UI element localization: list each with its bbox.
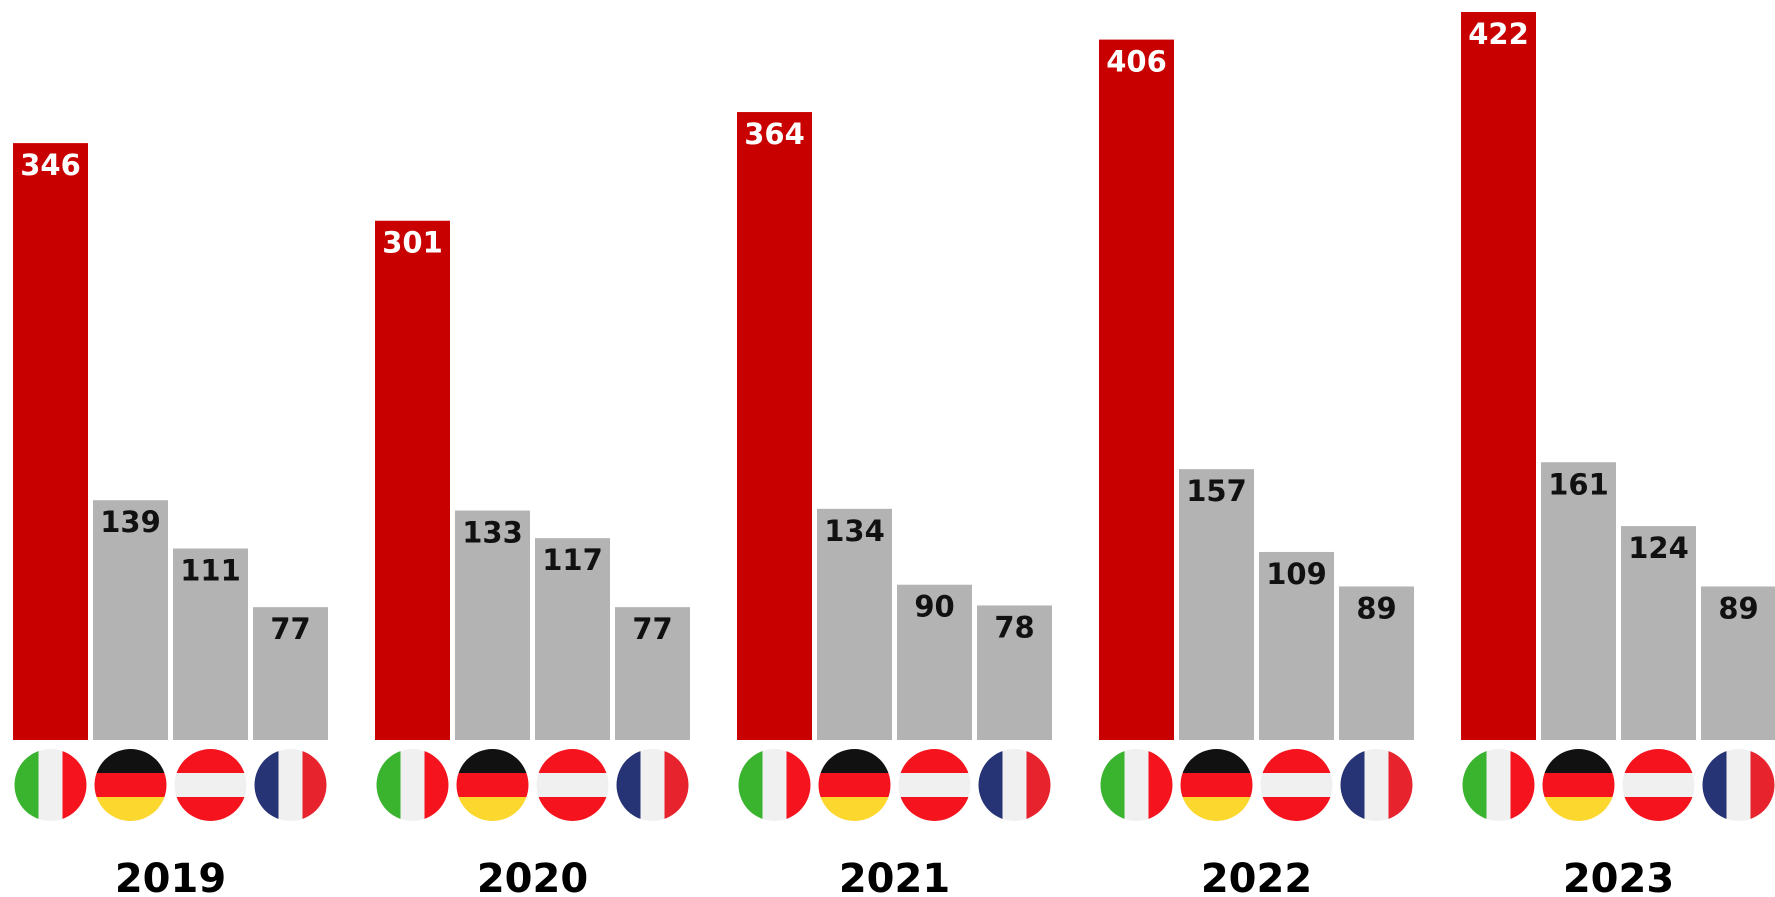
- bar-2021-germany: [817, 508, 892, 740]
- data-label: 346: [20, 148, 81, 182]
- bar-2020-italy: [375, 220, 450, 741]
- year-group-2021: 364 134 90 78 2021: [737, 112, 1052, 897]
- germany-flag-icon: [818, 749, 891, 821]
- germany-flag-icon: [94, 749, 167, 821]
- data-label: 364: [744, 117, 805, 151]
- italy-flag-icon: [1100, 749, 1173, 821]
- bar-2023-germany: [1541, 462, 1616, 740]
- bar-2019-austria: [173, 548, 248, 740]
- year-label-2023: 2023: [1563, 856, 1674, 897]
- data-label: 157: [1186, 474, 1247, 508]
- data-label: 406: [1106, 45, 1167, 79]
- italy-flag-icon: [14, 749, 87, 821]
- austria-flag-icon: [898, 749, 971, 821]
- bar-2021-italy: [737, 112, 812, 740]
- bar-2023-france: [1701, 586, 1775, 740]
- france-flag-icon: [978, 749, 1051, 821]
- year-group-2023: 422 161 124 89 2023: [1461, 12, 1775, 897]
- bar-2019-italy: [13, 143, 88, 740]
- bar-2023-italy: [1461, 12, 1536, 740]
- data-label: 422: [1468, 17, 1529, 51]
- germany-flag-icon: [1180, 749, 1253, 821]
- data-label: 161: [1548, 467, 1609, 501]
- bar-2022-italy: [1099, 39, 1174, 741]
- data-label: 77: [270, 612, 310, 646]
- year-label-2020: 2020: [477, 856, 588, 897]
- year-label-2021: 2021: [839, 856, 950, 897]
- data-label: 117: [542, 543, 603, 577]
- bar-2020-france: [615, 607, 690, 740]
- germany-flag-icon: [456, 749, 529, 821]
- austria-flag-icon: [1260, 749, 1333, 821]
- bar-2022-austria: [1259, 551, 1334, 740]
- year-group-2020: 301 133 117 77 2020: [375, 220, 690, 897]
- data-label: 78: [994, 610, 1034, 644]
- bar-2021-france: [977, 605, 1052, 740]
- france-flag-icon: [254, 749, 327, 821]
- france-flag-icon: [1702, 749, 1775, 821]
- data-label: 124: [1628, 531, 1689, 565]
- data-label: 109: [1266, 557, 1327, 591]
- italy-flag-icon: [1462, 749, 1535, 821]
- bar-2019-france: [253, 607, 328, 740]
- data-label: 133: [462, 516, 523, 550]
- year-group-2019: 346 139 111 77 2019: [13, 143, 328, 897]
- data-label: 90: [914, 590, 954, 624]
- bar-2019-germany: [93, 500, 168, 740]
- france-flag-icon: [1340, 749, 1413, 821]
- bar-2023-austria: [1621, 526, 1696, 740]
- bar-2020-germany: [455, 510, 530, 740]
- bar-2020-austria: [535, 538, 610, 740]
- france-flag-icon: [616, 749, 689, 821]
- data-label: 77: [632, 612, 672, 646]
- data-label: 139: [100, 505, 161, 539]
- year-group-2022: 406 157 109 89 2022: [1099, 39, 1414, 897]
- germany-flag-icon: [1542, 749, 1615, 821]
- austria-flag-icon: [174, 749, 247, 821]
- italy-flag-icon: [376, 749, 449, 821]
- bar-2022-germany: [1179, 469, 1254, 740]
- data-label: 111: [180, 554, 241, 588]
- data-label: 89: [1356, 591, 1396, 625]
- data-label: 89: [1718, 591, 1758, 625]
- year-label-2019: 2019: [115, 856, 226, 897]
- bar-2021-austria: [897, 584, 972, 740]
- austria-flag-icon: [1622, 749, 1695, 821]
- data-label: 134: [824, 514, 885, 548]
- italy-flag-icon: [738, 749, 811, 821]
- bar-2022-france: [1339, 586, 1414, 740]
- data-label: 301: [382, 226, 443, 260]
- year-label-2022: 2022: [1201, 856, 1312, 897]
- austria-flag-icon: [536, 749, 609, 821]
